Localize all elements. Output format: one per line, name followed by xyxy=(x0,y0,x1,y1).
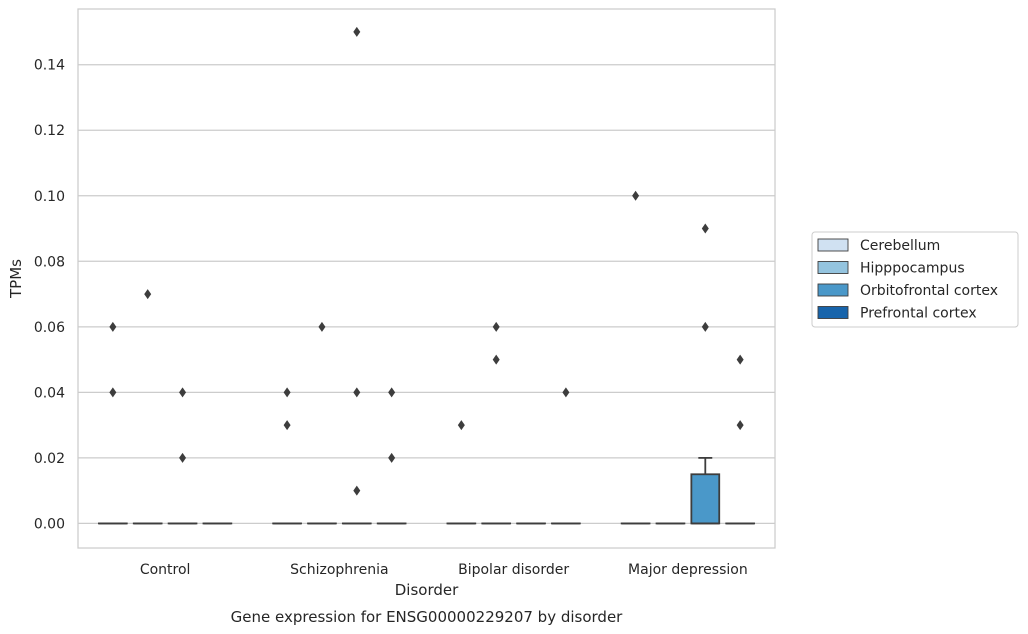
y-tick-label: 0.02 xyxy=(34,451,65,467)
legend-swatch xyxy=(817,306,849,319)
legend-swatch xyxy=(817,283,849,297)
legend-label: Cerebellum xyxy=(860,238,940,254)
outlier-point xyxy=(353,387,361,398)
outlier-point xyxy=(388,452,396,463)
outlier-point xyxy=(179,387,187,398)
legend-item: Orbitofrontal cortex xyxy=(817,283,998,299)
y-tick-label: 0.06 xyxy=(34,320,65,336)
x-tick-label: Control xyxy=(140,562,191,578)
x-tick-label: Bipolar disorder xyxy=(458,562,569,578)
outlier-point xyxy=(283,387,291,398)
legend-item: Cerebellum xyxy=(817,238,940,254)
outlier-point xyxy=(492,321,500,332)
y-tick-label: 0.10 xyxy=(34,189,65,205)
legend-label: Orbitofrontal cortex xyxy=(860,283,998,299)
y-tick-label: 0.14 xyxy=(34,58,65,74)
y-tick-label: 0.12 xyxy=(34,123,65,139)
outlier-point xyxy=(109,387,117,398)
outlier-point xyxy=(701,223,709,234)
legend-frame xyxy=(811,231,1019,328)
outlier-point xyxy=(562,387,570,398)
legend-item: Prefrontal cortex xyxy=(817,306,977,322)
y-tick-label: 0.08 xyxy=(34,254,65,270)
legend-item: Hipppocampus xyxy=(817,261,965,277)
legend-swatch xyxy=(817,261,849,274)
outliers xyxy=(109,26,744,496)
legend-swatch xyxy=(817,238,849,252)
x-axis-label: Disorder xyxy=(395,581,459,599)
outlier-point xyxy=(492,354,500,365)
outlier-point xyxy=(144,289,152,300)
outlier-point xyxy=(736,420,744,431)
box xyxy=(690,456,721,525)
legend-label: Prefrontal cortex xyxy=(860,306,977,322)
gridlines xyxy=(78,64,775,525)
outlier-point xyxy=(701,321,709,332)
outlier-point xyxy=(457,420,465,431)
outlier-point xyxy=(283,420,291,431)
outlier-point xyxy=(353,26,361,37)
outlier-point xyxy=(109,321,117,332)
y-tick-label: 0.00 xyxy=(34,516,65,532)
outlier-point xyxy=(318,321,326,332)
plot-frame xyxy=(77,8,776,549)
y-tick-label: 0.04 xyxy=(34,385,65,401)
legend: Cerebellum Hipppocampus Orbitofrontal cort… xyxy=(811,231,1019,328)
boxes xyxy=(98,456,755,525)
x-tick-label: Major depression xyxy=(628,562,748,578)
chart-caption: Gene expression for ENSG00000229207 by d… xyxy=(231,608,624,626)
x-tick-labels: Control Schizophrenia Bipolar disorder Majo… xyxy=(140,562,748,578)
legend-label: Hipppocampus xyxy=(860,261,965,277)
outlier-point xyxy=(632,190,640,201)
outlier-point xyxy=(179,452,187,463)
box-body xyxy=(690,473,721,525)
y-tick-labels: 0.00 0.02 0.04 0.06 0.08 0.10 0.12 0.14 xyxy=(34,58,65,533)
y-axis-label: TPMs xyxy=(7,259,25,299)
outlier-point xyxy=(736,354,744,365)
outlier-point xyxy=(388,387,396,398)
outlier-point xyxy=(353,485,361,496)
x-tick-label: Schizophrenia xyxy=(290,562,388,578)
